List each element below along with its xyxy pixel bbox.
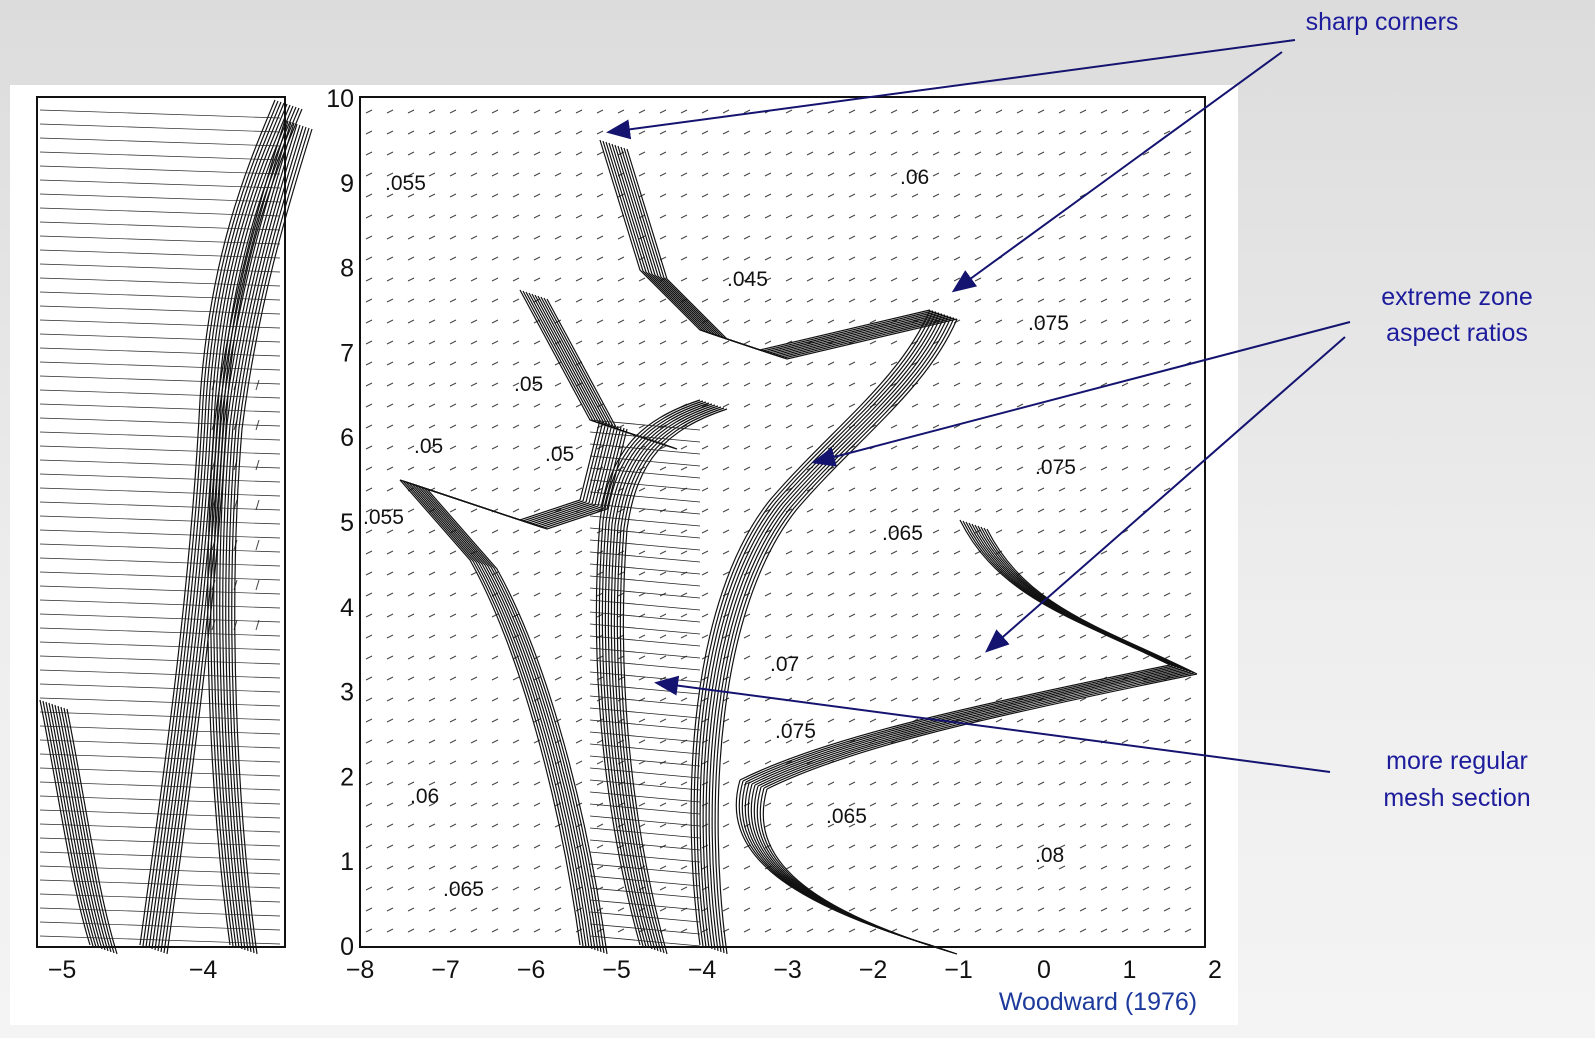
y-tick-label: 7 xyxy=(340,339,354,367)
y-tick-label: 2 xyxy=(340,763,354,791)
x-tick-label: −1 xyxy=(944,956,973,984)
contour-label: .065 xyxy=(826,805,867,828)
annotation: sharp corners xyxy=(1306,8,1459,36)
contour-label: .08 xyxy=(1035,844,1064,867)
x-tick-label: 2 xyxy=(1208,956,1222,984)
y-tick-label: 6 xyxy=(340,424,354,452)
contour-label: .05 xyxy=(514,373,543,396)
contour-label: .055 xyxy=(385,172,426,195)
annotation: aspect ratios xyxy=(1386,319,1528,347)
contour-label: .065 xyxy=(882,522,923,545)
credit: Woodward (1976) xyxy=(999,988,1197,1016)
y-tick-label: 5 xyxy=(340,509,354,537)
contour-label: .075 xyxy=(1035,456,1076,479)
contour-label: .05 xyxy=(545,443,574,466)
y-tick-label: 10 xyxy=(326,85,354,113)
contour-label: .045 xyxy=(727,268,768,291)
x-tick-label: −5 xyxy=(602,956,631,984)
contour-label: .075 xyxy=(1028,312,1069,335)
page: −8−7−6−5−4−3−2−1012012345678910−5−4.055.… xyxy=(0,0,1595,1038)
contour-label: .06 xyxy=(410,785,439,808)
y-tick-label: 8 xyxy=(340,255,354,283)
contour-label: .055 xyxy=(363,506,404,529)
annotation: extreme zone xyxy=(1381,283,1532,311)
contour-label: .05 xyxy=(414,435,443,458)
annotation: mesh section xyxy=(1383,784,1530,812)
y-tick-label: 3 xyxy=(340,679,354,707)
x-tick-label: −7 xyxy=(431,956,460,984)
x-tick-label: −5 xyxy=(48,956,77,984)
x-tick-label: −6 xyxy=(517,956,546,984)
contour-label: .075 xyxy=(775,720,816,743)
x-tick-label: −4 xyxy=(688,956,717,984)
x-tick-label: 1 xyxy=(1123,956,1137,984)
y-tick-label: 4 xyxy=(340,594,354,622)
x-tick-label: −2 xyxy=(859,956,888,984)
y-tick-label: 9 xyxy=(340,170,354,198)
x-tick-label: −4 xyxy=(189,956,218,984)
contour-label: .07 xyxy=(770,653,799,676)
slide: −8−7−6−5−4−3−2−1012012345678910−5−4.055.… xyxy=(0,0,1595,1038)
contour-label: .06 xyxy=(900,166,929,189)
contour-label: .065 xyxy=(443,878,484,901)
x-tick-label: −3 xyxy=(773,956,802,984)
y-tick-label: 0 xyxy=(340,933,354,961)
x-tick-label: 0 xyxy=(1037,956,1051,984)
annotation: more regular xyxy=(1386,747,1528,775)
y-tick-label: 1 xyxy=(340,848,354,876)
